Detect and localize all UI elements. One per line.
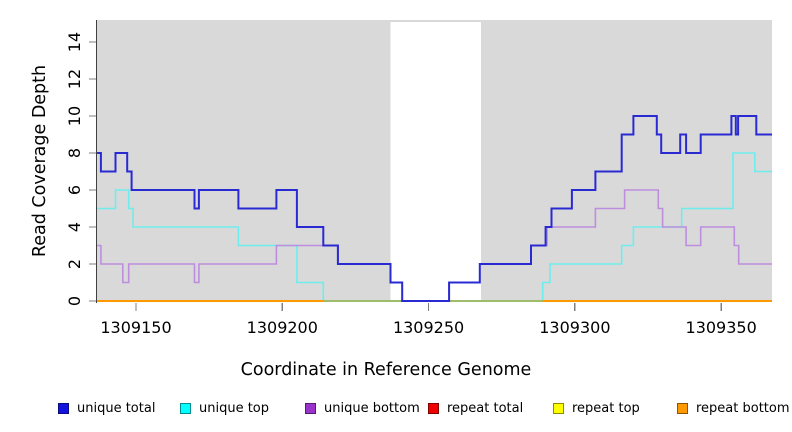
legend-swatch-unique-bottom <box>305 402 316 414</box>
highlight-band <box>390 22 482 302</box>
y-tick-label: 8 <box>65 148 84 158</box>
series-unique-total <box>97 115 772 302</box>
legend-label: unique bottom <box>324 400 420 416</box>
legend-label: repeat total <box>447 400 524 416</box>
legend-item-repeat-bottom: repeat bottom <box>677 398 790 418</box>
y-tick-label: 12 <box>65 69 84 89</box>
legend-swatch-repeat-bottom <box>677 402 688 414</box>
legend-swatch-unique-top <box>180 402 191 414</box>
y-tick-label: 4 <box>65 222 84 232</box>
legend: unique total unique top unique bottom repea… <box>0 398 792 420</box>
legend-label: unique total <box>77 400 156 416</box>
y-tick-label: 10 <box>65 106 84 126</box>
legend-item-unique-total: unique total <box>58 398 155 418</box>
x-tick-label: 1309200 <box>247 318 318 337</box>
y-tick-label: 0 <box>65 296 84 306</box>
legend-label: repeat bottom <box>696 400 790 416</box>
legend-item-repeat-top: repeat top <box>553 398 640 418</box>
legend-item-repeat-total: repeat total <box>428 398 523 418</box>
legend-label: unique top <box>199 400 270 416</box>
x-tick-label: 1309300 <box>539 318 610 337</box>
x-tick-label: 1309350 <box>686 318 757 337</box>
series-unique-top <box>97 152 772 302</box>
legend-swatch-unique-total <box>58 402 69 414</box>
y-tick-label: 6 <box>65 185 84 195</box>
x-tick-label: 1309250 <box>393 318 464 337</box>
legend-item-unique-bottom: unique bottom <box>305 398 420 418</box>
legend-swatch-repeat-total <box>428 402 439 414</box>
x-axis-title: Coordinate in Reference Genome <box>240 360 532 380</box>
legend-label: repeat top <box>572 400 640 416</box>
y-axis-title: Read Coverage Depth <box>30 64 50 258</box>
y-tick-label: 14 <box>65 32 84 52</box>
legend-item-unique-top: unique top <box>180 398 269 418</box>
y-tick-label: 2 <box>65 259 84 269</box>
x-tick-label: 1309150 <box>100 318 171 337</box>
legend-swatch-repeat-top <box>553 402 564 414</box>
